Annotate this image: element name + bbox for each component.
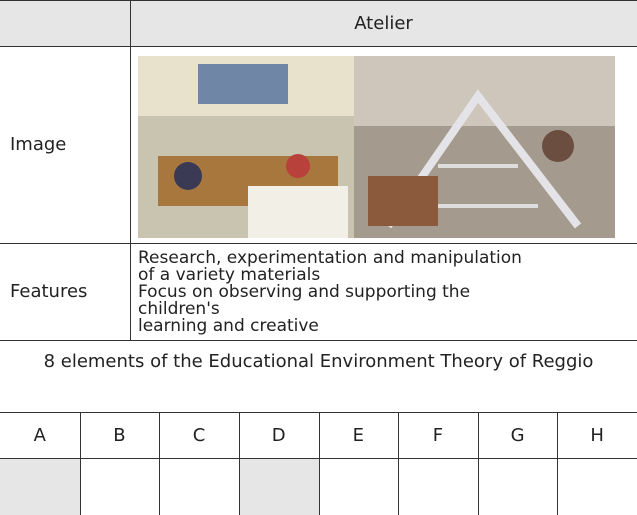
element-cell: [398, 458, 478, 515]
element-label: G: [510, 424, 525, 446]
rule: [318, 412, 320, 515]
rule: [79, 412, 81, 515]
row-label: Features: [10, 281, 88, 302]
element-label: B: [113, 424, 126, 446]
element-label: D: [271, 424, 286, 446]
rule: [0, 412, 637, 413]
element-cell: [478, 458, 558, 515]
rule: [159, 412, 161, 515]
row-label: Image: [10, 134, 67, 155]
rule: [0, 243, 637, 244]
feature-line: Research, experimentation and manipulati…: [138, 248, 522, 268]
rule: [557, 412, 559, 515]
element-label: H: [590, 424, 604, 446]
feature-line: children's: [138, 299, 220, 319]
element-cell: [238, 458, 319, 515]
corner-cell: [0, 0, 130, 46]
rule: [0, 340, 637, 341]
element-cell: [0, 458, 80, 515]
element-cell: [159, 458, 239, 515]
feature-line: of a variety materials: [138, 265, 321, 285]
rule: [0, 46, 637, 47]
element-cell: [80, 458, 160, 515]
caption: 8 elements of the Educational Environmen…: [43, 351, 594, 372]
element-cell: [319, 458, 399, 515]
element-label: A: [33, 424, 46, 446]
element-label: E: [352, 424, 364, 446]
element-label: C: [192, 424, 206, 446]
rule: [0, 458, 637, 459]
photos: [138, 56, 615, 238]
rule: [130, 0, 131, 340]
rule: [477, 412, 479, 515]
element-cell: [557, 458, 637, 515]
rule: [238, 412, 240, 515]
features-text: Research, experimentation and manipulati…: [138, 250, 522, 335]
header-title: Atelier: [130, 0, 637, 46]
element-label: F: [432, 424, 444, 446]
rule: [398, 412, 400, 515]
feature-line: Focus on observing and supporting the: [138, 282, 471, 302]
feature-line: learning and creative: [138, 316, 319, 336]
rule: [0, 0, 637, 1]
